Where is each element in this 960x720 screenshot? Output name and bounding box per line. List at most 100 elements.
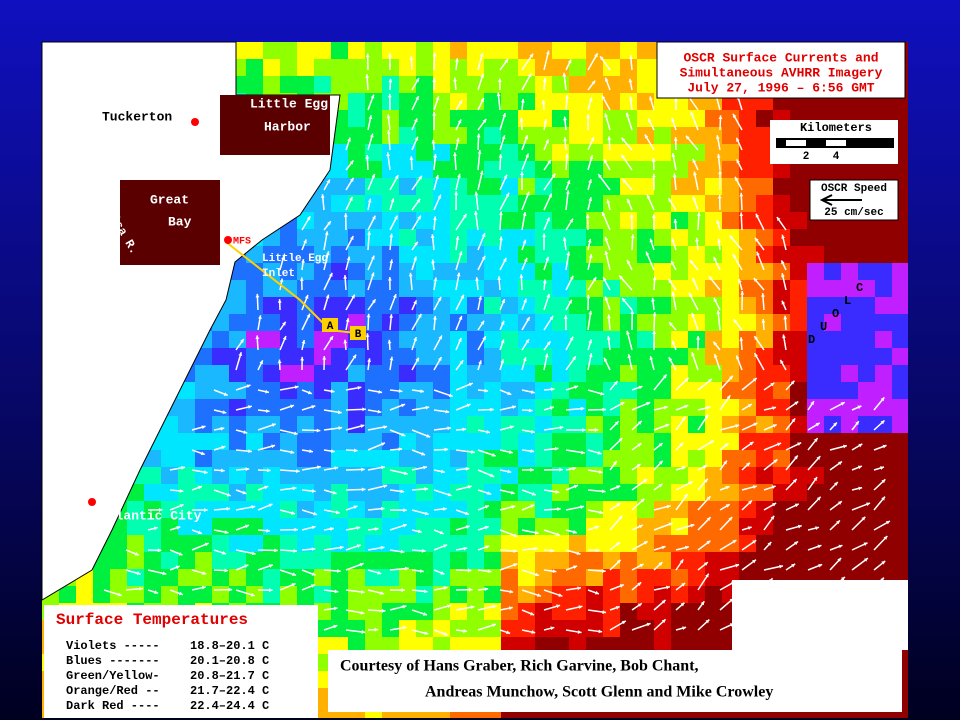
field-cell <box>739 263 756 280</box>
arrow-head <box>885 520 890 525</box>
field-cell <box>824 433 841 450</box>
field-cell <box>586 93 603 110</box>
arrow-head <box>668 522 673 527</box>
arrow-head <box>226 506 231 511</box>
field-cell <box>637 603 654 620</box>
arrow-head <box>637 582 642 587</box>
arrow-head <box>159 508 163 512</box>
field-cell <box>195 535 212 552</box>
arrow-head <box>771 485 776 489</box>
field-cell <box>263 467 280 484</box>
field-cell <box>671 484 688 501</box>
arrow-head <box>745 462 750 467</box>
field-cell <box>399 586 416 603</box>
arrow-head <box>588 310 593 315</box>
field-cell <box>297 535 314 552</box>
field-cell <box>416 42 433 59</box>
arrow-head <box>781 260 785 265</box>
arrow-head <box>492 604 497 609</box>
field-cell <box>365 399 382 416</box>
field-cell <box>705 297 722 314</box>
arrow-head <box>330 449 335 454</box>
field-cell <box>348 144 365 161</box>
field-cell <box>518 93 535 110</box>
field-cell <box>416 518 433 535</box>
arrow-head <box>565 153 569 158</box>
field-cell <box>127 552 144 569</box>
field-cell <box>603 127 620 144</box>
arrow-head <box>857 405 862 410</box>
field-cell <box>212 348 229 365</box>
field-cell <box>586 161 603 178</box>
field-cell <box>892 161 908 178</box>
field-cell <box>637 637 654 654</box>
arrow-head <box>529 53 534 58</box>
arrow-head <box>706 517 711 522</box>
arrow-head <box>296 469 300 474</box>
field-cell <box>858 280 875 297</box>
field-cell <box>399 620 416 637</box>
arrow-head <box>221 445 226 450</box>
field-cell <box>841 382 858 399</box>
field-cell <box>212 586 229 603</box>
field-cell <box>773 399 790 416</box>
field-cell <box>382 212 399 229</box>
arrow-head <box>271 444 276 449</box>
field-cell <box>450 586 467 603</box>
field-cell <box>671 603 688 620</box>
arrow-head <box>880 466 885 470</box>
field-cell <box>297 246 314 263</box>
arrow-head <box>274 548 278 553</box>
arrow-head <box>423 465 427 470</box>
field-cell <box>620 331 637 348</box>
field-cell <box>620 246 637 263</box>
field-cell <box>841 450 858 467</box>
field-cell <box>569 416 586 433</box>
arrow-head <box>360 590 365 594</box>
field-cell <box>365 620 382 637</box>
field-cell <box>688 314 705 331</box>
place-label: Bay <box>168 214 192 229</box>
field-cell <box>603 348 620 365</box>
arrow-head <box>465 525 470 529</box>
field-cell <box>450 603 467 620</box>
arrow-head <box>368 115 373 120</box>
field-cell <box>603 314 620 331</box>
field-cell <box>331 246 348 263</box>
arrow-head <box>729 235 734 240</box>
arrow-head <box>572 529 577 534</box>
arrow-head <box>443 632 448 636</box>
field-cell <box>399 348 416 365</box>
field-cell <box>229 399 246 416</box>
arrow-head <box>706 496 711 501</box>
field-cell <box>637 297 654 314</box>
arrow-head <box>663 405 668 410</box>
arrow-head <box>222 410 227 415</box>
arrow-head <box>703 465 708 469</box>
field-cell <box>314 280 331 297</box>
field-cell <box>501 467 518 484</box>
field-cell <box>518 586 535 603</box>
field-cell <box>569 161 586 178</box>
field-cell <box>773 552 790 569</box>
field-cell <box>212 331 229 348</box>
arrow-head <box>646 194 651 199</box>
field-cell <box>756 348 773 365</box>
field-cell <box>365 586 382 603</box>
field-cell <box>212 365 229 382</box>
arrow-head <box>477 150 482 154</box>
field-cell <box>348 416 365 433</box>
arrow-head <box>732 540 737 544</box>
field-cell <box>569 518 586 535</box>
arrow-head <box>361 630 366 634</box>
field-cell <box>297 365 314 382</box>
field-cell <box>739 382 756 399</box>
field-cell <box>654 110 671 127</box>
field-cell <box>807 450 824 467</box>
field-cell <box>722 314 739 331</box>
field-cell <box>195 416 212 433</box>
field-cell <box>824 552 841 569</box>
field-cell <box>722 161 739 178</box>
field-cell <box>518 161 535 178</box>
field-cell <box>263 569 280 586</box>
